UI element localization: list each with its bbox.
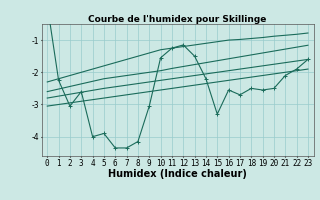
X-axis label: Humidex (Indice chaleur): Humidex (Indice chaleur): [108, 169, 247, 179]
Title: Courbe de l'humidex pour Skillinge: Courbe de l'humidex pour Skillinge: [88, 15, 267, 24]
